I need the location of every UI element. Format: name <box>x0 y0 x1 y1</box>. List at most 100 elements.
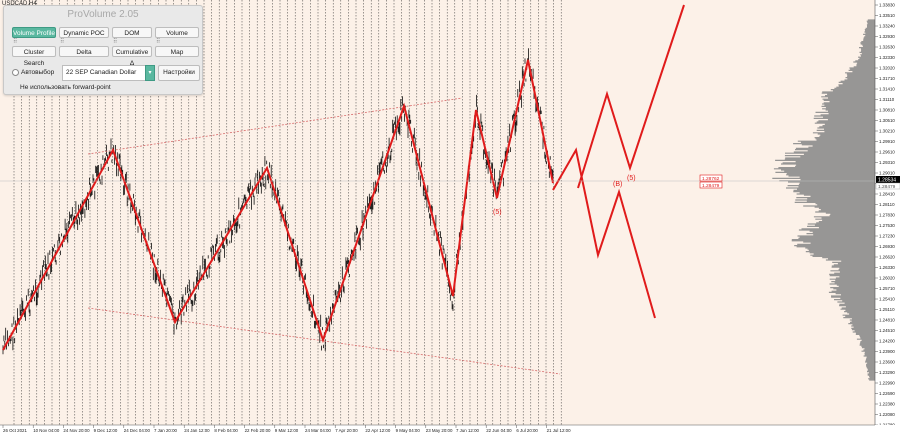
current-price-value-2: 1.28479 <box>878 184 896 190</box>
delta-button[interactable]: Delta <box>59 46 109 57</box>
time-tick-label: 22 Apr 12:00 <box>365 428 390 433</box>
time-tick-label: 7 Jan 20:00 <box>154 428 178 433</box>
chevron-down-icon[interactable]: ▾ <box>145 65 155 81</box>
settings-button[interactable]: Настройки <box>158 65 200 81</box>
time-tick-label: 8 Feb 04:00 <box>214 428 238 433</box>
volume-profile <box>772 19 875 381</box>
price-tick-label: 1.27230 <box>879 234 895 239</box>
grip-icon[interactable]: ⠿ <box>13 39 18 45</box>
price-tick-label: 1.27830 <box>879 213 895 218</box>
price-tick-label: 1.22990 <box>879 381 895 386</box>
price-marker-label: 1.28762 <box>702 176 720 182</box>
price-marker-box <box>699 174 723 182</box>
price-tick-label: 1.30510 <box>879 118 895 123</box>
time-tick-label: 22 Feb 20:00 <box>245 428 271 433</box>
price-tick-label: 1.33830 <box>879 3 895 8</box>
price-tick-label: 1.31410 <box>879 87 895 92</box>
volume-profile-button[interactable]: Volume Profile <box>12 27 56 38</box>
price-tick-label: 1.26930 <box>879 244 895 249</box>
price-tick-label: 1.23290 <box>879 370 895 375</box>
price-axis-labels: 1.33830 1.33510 1.33240 1.32930 1.32630 1.323… <box>875 3 895 428</box>
price-tick-label: 1.25710 <box>879 286 895 291</box>
lower-channel-line <box>87 307 561 375</box>
price-tick-label: 1.23600 <box>879 360 895 365</box>
price-tick-label: 1.23900 <box>879 349 895 354</box>
price-tick-label: 1.26020 <box>879 276 895 281</box>
elliott-wave-line <box>2 59 554 351</box>
price-tick-label: 1.25410 <box>879 297 895 302</box>
time-tick-label: 26 Oct 2021 <box>3 428 27 433</box>
price-tick-label: 1.28110 <box>879 202 895 207</box>
price-tick-label: 1.31710 <box>879 76 895 81</box>
price-tick-label: 1.26620 <box>879 255 895 260</box>
price-tick-label: 1.22380 <box>879 402 895 407</box>
time-tick-label: 24 Jan 12:00 <box>184 428 210 433</box>
price-tick-label: 1.30210 <box>879 129 895 134</box>
panel-title: ProVolume 2.05 <box>67 9 139 20</box>
auto-select-checkbox[interactable] <box>12 69 19 76</box>
time-tick-label: 10 Nov 04:00 <box>33 428 60 433</box>
time-tick-label: 22 Jun 04:00 <box>486 428 512 433</box>
forecast-wave-up <box>577 4 685 189</box>
volume-button[interactable]: Volume <box>155 27 199 38</box>
wave-label: (B) <box>613 181 622 188</box>
price-tick-label: 1.32930 <box>879 34 895 39</box>
forecast-wave-down <box>552 147 656 319</box>
upper-channel-line <box>87 97 463 155</box>
dom-button[interactable]: DOM <box>112 27 152 38</box>
time-tick-label: 21 Jul 12:00 <box>547 428 571 433</box>
dynamic-poc-button[interactable]: Dynamic POC <box>59 27 109 38</box>
price-tick-label: 1.29910 <box>879 139 895 144</box>
price-tick-label: 1.28410 <box>879 192 895 197</box>
time-tick-label: 24 Mar 04:00 <box>305 428 331 433</box>
profile-bars <box>772 19 875 381</box>
price-tick-label: 1.31110 <box>879 97 895 102</box>
grip-icon[interactable]: ⠿ <box>113 39 118 45</box>
cumulative-delta-button[interactable]: Cumulative Δ <box>112 46 152 67</box>
current-price-tag-2 <box>875 182 900 190</box>
price-tick-label: 1.24810 <box>879 318 895 323</box>
time-tick-label: 23 May 20:00 <box>426 428 453 433</box>
current-price-value: 1.28534 <box>878 178 896 184</box>
auto-select-label: Автовыбор <box>21 69 55 76</box>
price-marker-label: 1.28479 <box>702 183 720 189</box>
wave-label: (5) <box>627 175 636 182</box>
time-tick-label: 7 Apr 20:00 <box>335 428 358 433</box>
price-tick-label: 1.22080 <box>879 412 895 417</box>
price-tick-label: 1.25110 <box>879 307 895 312</box>
grip-icon[interactable]: ⠿ <box>156 39 161 45</box>
wave-label: (5) <box>493 209 502 216</box>
price-tick-label: 1.24510 <box>879 328 895 333</box>
time-tick-label: 24 Dec 04:00 <box>124 428 151 433</box>
cluster-search-button[interactable]: Cluster Search <box>12 46 56 67</box>
price-tick-label: 1.29010 <box>879 171 895 176</box>
price-tick-label: 1.22690 <box>879 391 895 396</box>
price-tick-label: 1.32020 <box>879 66 895 71</box>
time-axis-labels: 26 Oct 2021 10 Nov 04:00 24 Nov 20:00 9 Dec… <box>2 425 571 433</box>
provolume-panel[interactable]: ProVolume 2.05 Volume Profile Dynamic PO… <box>3 5 203 95</box>
time-tick-label: 6 Jul 20:00 <box>516 428 538 433</box>
grip-icon[interactable]: ⠿ <box>60 39 65 45</box>
map-button[interactable]: Map <box>155 46 199 57</box>
price-marker-box <box>699 181 723 189</box>
price-axis[interactable] <box>875 0 900 435</box>
price-tick-label: 1.29310 <box>879 160 895 165</box>
period-separators <box>13 0 562 425</box>
time-tick-label: 9 Mar 12:00 <box>275 428 299 433</box>
time-tick-label: 9 May 04:00 <box>396 428 421 433</box>
forward-point-note: Не использовать forward-point <box>20 84 111 91</box>
price-tick-label: 1.26330 <box>879 265 895 270</box>
price-tick-label: 1.32330 <box>879 55 895 60</box>
time-tick-label: 9 Dec 12:00 <box>94 428 118 433</box>
price-tick-label: 1.29610 <box>879 150 895 155</box>
price-tick-label: 1.32630 <box>879 45 895 50</box>
current-price-tag <box>876 176 900 183</box>
time-axis[interactable] <box>0 425 900 435</box>
time-tick-label: 24 Nov 20:00 <box>63 428 90 433</box>
contract-select[interactable]: 22 SEP Canadian Dollar <box>62 65 146 81</box>
price-tick-label: 1.27530 <box>879 223 895 228</box>
chart-symbol-title: USDCAD,H4 <box>2 1 37 7</box>
price-tick-label: 1.33510 <box>879 13 895 18</box>
price-tick-label: 1.24200 <box>879 339 895 344</box>
